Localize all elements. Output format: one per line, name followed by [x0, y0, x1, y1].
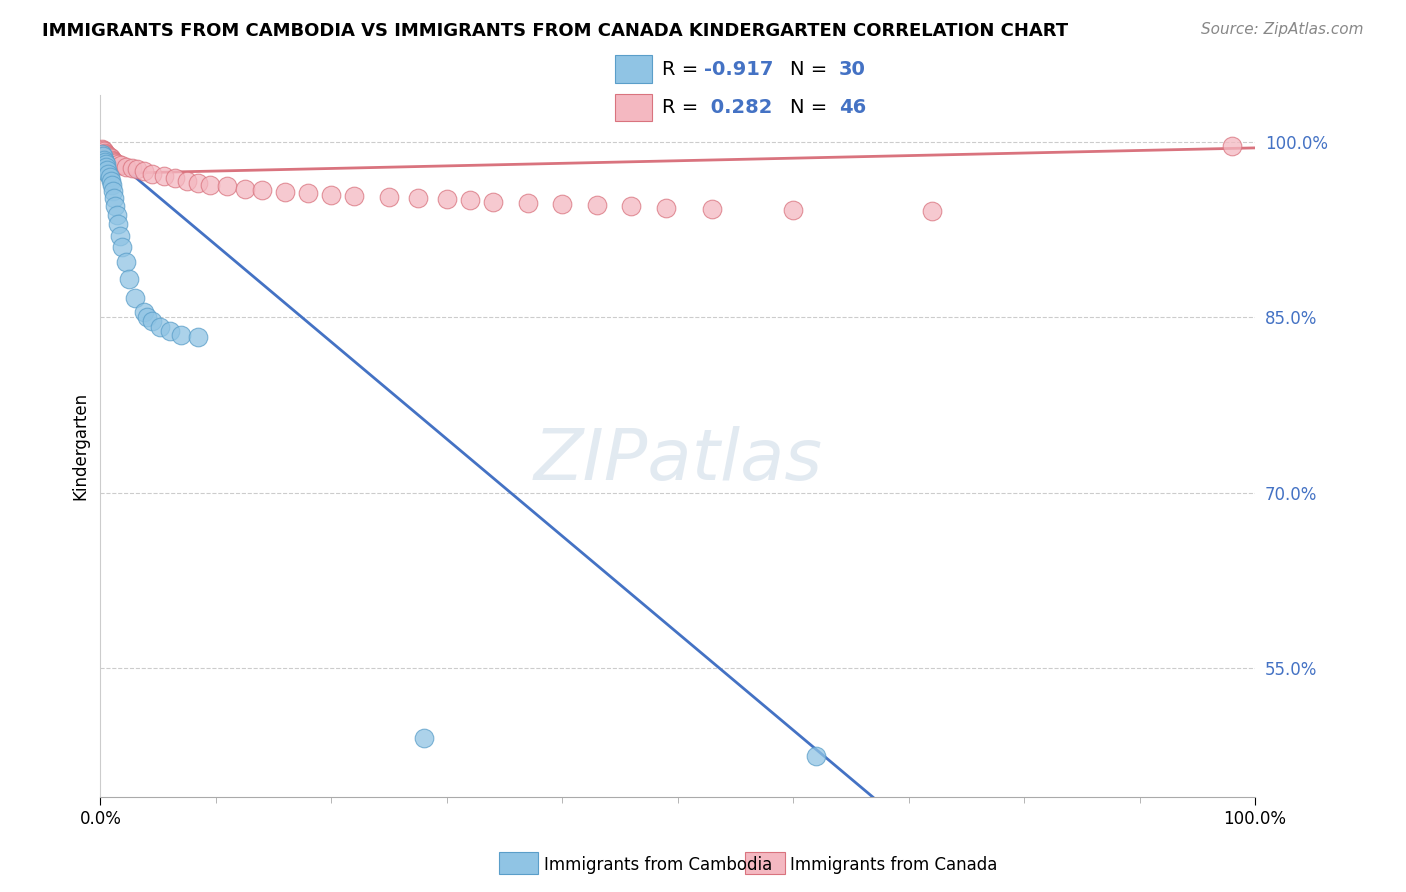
Point: [114, 160, 136, 174]
Text: 30: 30: [839, 60, 866, 78]
Point: [105, 208, 128, 222]
Point: [94, 157, 117, 171]
Text: Immigrants from Cambodia: Immigrants from Cambodia: [544, 856, 772, 874]
Point: [101, 178, 124, 193]
Point: [321, 187, 343, 202]
Point: [90, 146, 112, 161]
Text: Immigrants from Canada: Immigrants from Canada: [790, 856, 997, 874]
Point: [297, 186, 319, 201]
Point: [90, 142, 112, 156]
Point: [141, 314, 163, 328]
Point: [406, 191, 429, 205]
Point: [551, 197, 574, 211]
Point: [149, 319, 172, 334]
Point: [458, 194, 481, 208]
Point: [96, 163, 118, 178]
Point: [187, 330, 209, 344]
Point: [124, 291, 146, 305]
Text: -0.917: -0.917: [704, 60, 773, 78]
Point: [782, 202, 804, 217]
Point: [98, 170, 121, 185]
Point: [100, 173, 122, 187]
Text: N =: N =: [790, 98, 834, 117]
Point: [159, 325, 181, 339]
Point: [91, 143, 114, 157]
Point: [170, 328, 193, 343]
Point: [412, 731, 434, 746]
FancyBboxPatch shape: [614, 94, 652, 121]
Point: [94, 145, 117, 160]
Text: 0.282: 0.282: [704, 98, 772, 117]
Point: [101, 184, 124, 198]
Point: [233, 182, 256, 196]
Point: [103, 155, 125, 169]
Text: IMMIGRANTS FROM CAMBODIA VS IMMIGRANTS FROM CANADA KINDERGARTEN CORRELATION CHAR: IMMIGRANTS FROM CAMBODIA VS IMMIGRANTS F…: [42, 22, 1069, 40]
Point: [114, 255, 136, 269]
Point: [1220, 138, 1243, 153]
Point: [250, 183, 273, 197]
Point: [436, 192, 458, 206]
Point: [110, 158, 132, 172]
Point: [108, 228, 131, 243]
Point: [101, 153, 124, 168]
Point: [153, 169, 176, 183]
FancyBboxPatch shape: [614, 55, 652, 83]
Point: [378, 190, 401, 204]
Point: [806, 748, 828, 763]
Text: 46: 46: [839, 98, 866, 117]
Point: [176, 173, 198, 187]
Point: [655, 201, 678, 215]
Point: [127, 161, 149, 176]
Point: [121, 161, 143, 175]
Point: [141, 167, 163, 181]
Point: [702, 202, 724, 216]
Point: [134, 164, 156, 178]
Point: [96, 148, 118, 162]
Point: [217, 179, 239, 194]
Text: R =: R =: [662, 60, 704, 78]
Point: [516, 195, 538, 210]
Point: [104, 156, 127, 170]
Point: [101, 153, 124, 167]
Text: R =: R =: [662, 98, 704, 117]
Point: [91, 149, 114, 163]
Point: [94, 146, 117, 161]
Point: [94, 160, 117, 174]
Text: Source: ZipAtlas.com: Source: ZipAtlas.com: [1201, 22, 1364, 37]
Point: [97, 167, 120, 181]
Y-axis label: Kindergarten: Kindergarten: [72, 392, 89, 500]
Point: [134, 304, 156, 318]
Text: N =: N =: [790, 60, 834, 78]
Point: [107, 217, 129, 231]
Point: [274, 186, 297, 200]
Point: [93, 153, 115, 167]
Point: [586, 198, 609, 212]
Point: [111, 240, 134, 254]
Point: [107, 157, 129, 171]
Point: [103, 191, 125, 205]
Point: [98, 150, 121, 164]
Point: [93, 145, 115, 159]
Point: [104, 199, 127, 213]
Point: [187, 176, 209, 190]
Point: [921, 204, 943, 219]
Point: [135, 310, 157, 325]
Point: [620, 199, 643, 213]
Point: [118, 272, 141, 286]
Point: [198, 178, 221, 193]
Point: [482, 194, 505, 209]
Point: [165, 171, 187, 186]
Point: [94, 155, 117, 169]
Point: [343, 189, 366, 203]
Point: [97, 149, 120, 163]
Point: [100, 152, 122, 166]
Text: ZIPatlas: ZIPatlas: [533, 425, 823, 494]
